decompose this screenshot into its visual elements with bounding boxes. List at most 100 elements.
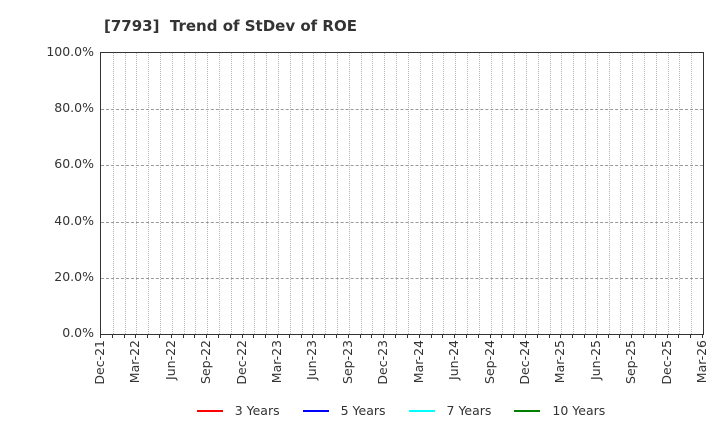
- x-axis-tick: [654, 335, 656, 338]
- x-axis-label: Dec-25: [658, 340, 674, 385]
- x-axis-tick: [572, 335, 574, 338]
- horizontal-gridline: [101, 277, 703, 279]
- vertical-gridline: [230, 53, 232, 334]
- x-axis-tick: [406, 335, 408, 338]
- plot-area: [100, 52, 704, 335]
- x-axis-tick: [218, 335, 220, 338]
- x-axis-label: Jun-23: [304, 340, 320, 380]
- x-axis-tick: [170, 335, 172, 338]
- vertical-gridline: [608, 53, 610, 334]
- x-axis-label: Jun-22: [162, 340, 178, 380]
- vertical-gridline: [407, 53, 409, 334]
- x-axis-label: Jun-25: [587, 340, 603, 380]
- x-axis-tick: [395, 335, 397, 338]
- x-axis-tick: [324, 335, 326, 338]
- vertical-gridline: [596, 53, 598, 334]
- vertical-gridline: [254, 53, 256, 334]
- x-axis-tick: [489, 335, 491, 338]
- x-axis-tick: [513, 335, 515, 338]
- x-axis-label: Dec-24: [516, 340, 532, 385]
- x-axis-tick: [111, 335, 113, 338]
- vertical-gridline: [620, 53, 622, 334]
- x-axis-tick: [454, 335, 456, 338]
- x-axis-tick: [524, 335, 526, 338]
- y-axis-label: 80.0%: [54, 100, 94, 116]
- x-axis-tick: [536, 335, 538, 338]
- legend-line-swatch: [408, 409, 435, 412]
- vertical-gridline: [337, 53, 339, 334]
- vertical-gridline: [325, 53, 327, 334]
- vertical-gridline: [632, 53, 634, 334]
- vertical-gridline: [455, 53, 457, 334]
- vertical-gridline: [372, 53, 374, 334]
- vertical-gridline: [514, 53, 516, 334]
- x-axis-tick: [702, 335, 703, 338]
- x-axis-tick: [253, 335, 255, 338]
- y-axis-label: 0.0%: [62, 325, 94, 340]
- vertical-gridline: [691, 53, 693, 334]
- x-axis-label: Sep-23: [339, 340, 355, 384]
- vertical-gridline: [584, 53, 586, 334]
- vertical-gridline: [396, 53, 398, 334]
- x-axis-tick: [312, 335, 314, 338]
- x-axis-label: Dec-23: [375, 340, 391, 385]
- x-axis-tick: [642, 335, 644, 338]
- x-axis-tick: [430, 335, 432, 338]
- x-axis-tick: [123, 335, 125, 338]
- legend-label: 10 Years: [552, 403, 606, 418]
- legend: 3 Years 5 Years 7 Years 10 Years: [100, 403, 702, 418]
- x-axis-tick: [619, 335, 621, 338]
- legend-label: 7 Years: [446, 403, 492, 418]
- x-axis-tick: [206, 335, 208, 338]
- x-axis-tick: [560, 335, 562, 338]
- vertical-gridline: [643, 53, 645, 334]
- x-axis-tick: [300, 335, 302, 338]
- x-axis-label: Mar-24: [410, 340, 426, 384]
- vertical-gridline: [478, 53, 480, 334]
- vertical-gridline: [136, 53, 138, 334]
- vertical-gridline: [195, 53, 197, 334]
- vertical-gridline: [112, 53, 114, 334]
- vertical-gridline: [348, 53, 350, 334]
- vertical-gridline: [313, 53, 315, 334]
- x-axis-tick: [418, 335, 420, 338]
- legend-label: 5 Years: [340, 403, 386, 418]
- x-axis-tick: [465, 335, 467, 338]
- x-axis-label: Dec-22: [233, 340, 249, 385]
- x-axis-tick: [135, 335, 137, 338]
- vertical-gridline: [207, 53, 209, 334]
- x-axis-tick: [383, 335, 385, 338]
- x-axis-tick: [229, 335, 231, 338]
- vertical-gridline: [242, 53, 244, 334]
- x-axis-tick: [288, 335, 290, 338]
- x-axis-tick: [182, 335, 184, 338]
- vertical-gridline: [573, 53, 575, 334]
- vertical-gridline: [171, 53, 173, 334]
- legend-item-7-years: 7 Years: [408, 403, 492, 418]
- x-axis-tick: [548, 335, 550, 338]
- vertical-gridline: [679, 53, 681, 334]
- vertical-gridline: [549, 53, 551, 334]
- vertical-gridline: [278, 53, 280, 334]
- vertical-gridline: [360, 53, 362, 334]
- vertical-gridline: [466, 53, 468, 334]
- x-axis-tick: [583, 335, 585, 338]
- vertical-gridline: [266, 53, 268, 334]
- vertical-gridline: [219, 53, 221, 334]
- vertical-gridline: [148, 53, 150, 334]
- x-axis-tick: [241, 335, 243, 338]
- y-axis-label: 100.0%: [46, 44, 94, 59]
- vertical-gridline: [289, 53, 291, 334]
- x-axis-tick: [607, 335, 609, 338]
- vertical-gridline: [502, 53, 504, 334]
- x-axis-tick: [147, 335, 149, 338]
- legend-line-swatch: [514, 409, 541, 412]
- x-axis-label: Sep-25: [623, 340, 639, 384]
- x-axis-tick: [595, 335, 597, 338]
- x-axis-tick: [442, 335, 444, 338]
- x-axis-tick: [359, 335, 361, 338]
- vertical-gridline: [561, 53, 563, 334]
- x-axis-label: Sep-22: [198, 340, 214, 384]
- legend-line-swatch: [196, 409, 223, 412]
- vertical-gridline: [655, 53, 657, 334]
